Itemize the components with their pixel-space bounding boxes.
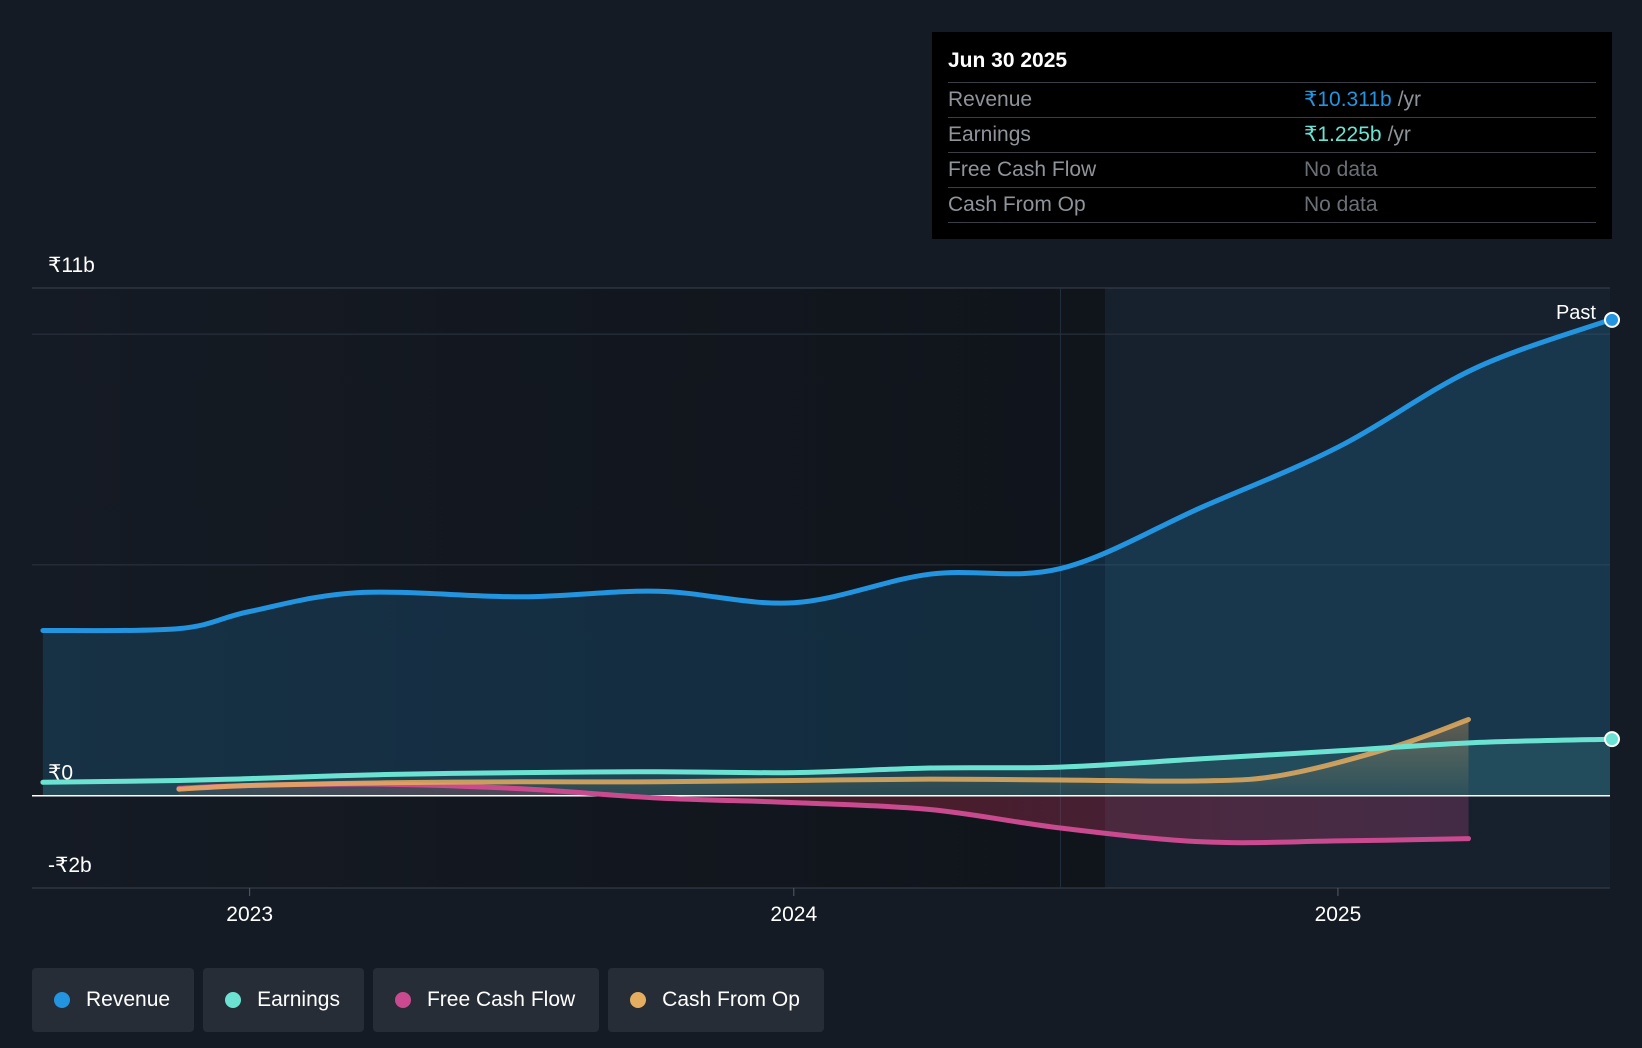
legend-dot-icon — [630, 992, 647, 1008]
legend-item-earnings[interactable]: Earnings — [203, 968, 364, 1032]
earnings-value: ₹1.225b — [1304, 123, 1382, 146]
legend: Revenue Earnings Free Cash Flow Cash Fro… — [32, 968, 824, 1032]
tooltip-label: Free Cash Flow — [948, 158, 1097, 181]
tooltip-label: Cash From Op — [948, 193, 1086, 216]
past-label: Past — [1556, 302, 1596, 324]
legend-label: Cash From Op — [662, 988, 800, 1011]
tooltip-value: ₹1.225b/yr — [1304, 118, 1596, 152]
earnings-end-marker — [1604, 731, 1620, 748]
legend-dot-icon — [394, 992, 411, 1008]
tooltip-label: Revenue — [948, 88, 1033, 111]
tooltip-row-free-cash-flow: Free Cash Flow No data — [948, 153, 1596, 188]
y-axis-label: -₹2b — [48, 854, 92, 877]
tooltip-date: Jun 30 2025 — [948, 46, 1596, 83]
free-cash-flow-area — [178, 784, 1469, 843]
y-axis-label: ₹0 — [48, 762, 73, 785]
cash-from-op-line — [176, 717, 1471, 792]
x-tick-label: 2025 — [1315, 903, 1362, 926]
revenue-value: ₹10.311b — [1304, 88, 1392, 111]
earnings-line — [40, 736, 1613, 785]
tooltip-row-earnings: Earnings ₹1.225b/yr — [948, 118, 1596, 153]
legend-item-revenue[interactable]: Revenue — [32, 968, 195, 1032]
legend-item-cash-from-op[interactable]: Cash From Op — [608, 968, 824, 1032]
revenue-area — [42, 319, 1610, 796]
tooltip-row-revenue: Revenue ₹10.311b/yr — [948, 83, 1596, 118]
x-tick-label: 2024 — [770, 903, 817, 926]
tooltip-row-cash-from-op: Cash From Op No data — [948, 188, 1596, 223]
revenue-line — [40, 317, 1613, 634]
legend-item-free-cash-flow[interactable]: Free Cash Flow — [372, 968, 600, 1032]
y-axis-label: ₹11b — [48, 254, 95, 277]
tooltip-value: ₹10.311b/yr — [1304, 83, 1596, 117]
tooltip: Jun 30 2025 Revenue ₹10.311b/yr Earnings… — [932, 32, 1612, 239]
x-tick-label: 2023 — [226, 903, 273, 926]
revenue-end-marker — [1604, 311, 1620, 328]
legend-dot-icon — [54, 992, 70, 1008]
legend-label: Earnings — [257, 988, 340, 1011]
tooltip-value: No data — [1304, 158, 1378, 181]
legend-label: Free Cash Flow — [426, 988, 576, 1011]
tooltip-label: Earnings — [948, 123, 1031, 146]
tooltip-value: No data — [1304, 193, 1378, 216]
unit-label: /yr — [1387, 123, 1411, 146]
legend-label: Revenue — [86, 988, 171, 1011]
legend-dot-icon — [225, 992, 242, 1008]
unit-label: /yr — [1397, 88, 1422, 111]
